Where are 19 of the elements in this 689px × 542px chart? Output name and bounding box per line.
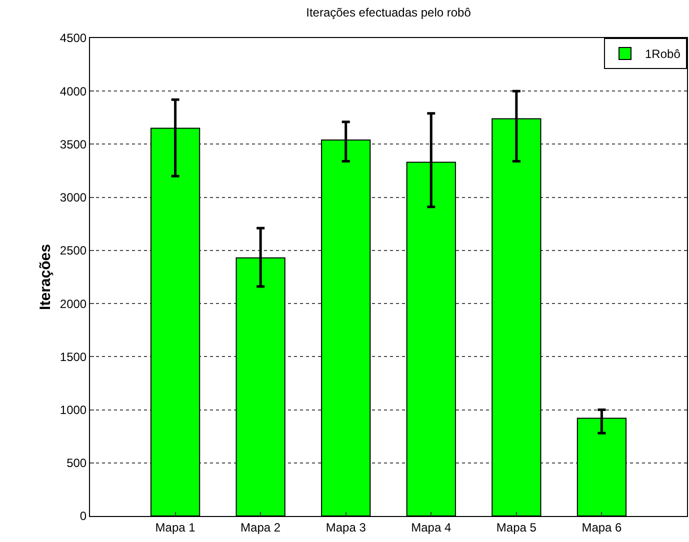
x-tick-label: Mapa 6	[582, 520, 622, 534]
x-tick-label: Mapa 1	[155, 520, 196, 534]
y-tick-label: 2500	[60, 244, 87, 258]
legend-label: 1Robô	[645, 47, 681, 62]
y-tick-label: 3500	[60, 137, 87, 152]
y-tick-label: 4000	[60, 84, 87, 98]
x-tick-label: Mapa 4	[411, 520, 452, 534]
y-axis-title: Iterações	[37, 244, 54, 310]
y-tick-label: 3000	[60, 190, 87, 205]
y-tick-label: 1000	[60, 402, 87, 417]
y-tick-label: 1500	[60, 350, 87, 364]
y-tick-label: 500	[66, 456, 87, 470]
chart-title: Iterações efectuadas pelo robô	[306, 6, 472, 20]
x-tick-label: Mapa 5	[496, 520, 537, 534]
y-tick-label: 4500	[60, 31, 87, 46]
y-tick-label: 0	[80, 509, 87, 524]
x-tick-label: Mapa 2	[240, 520, 281, 534]
x-tick-label: Mapa 3	[326, 520, 366, 534]
y-tick-label: 2000	[60, 296, 87, 311]
